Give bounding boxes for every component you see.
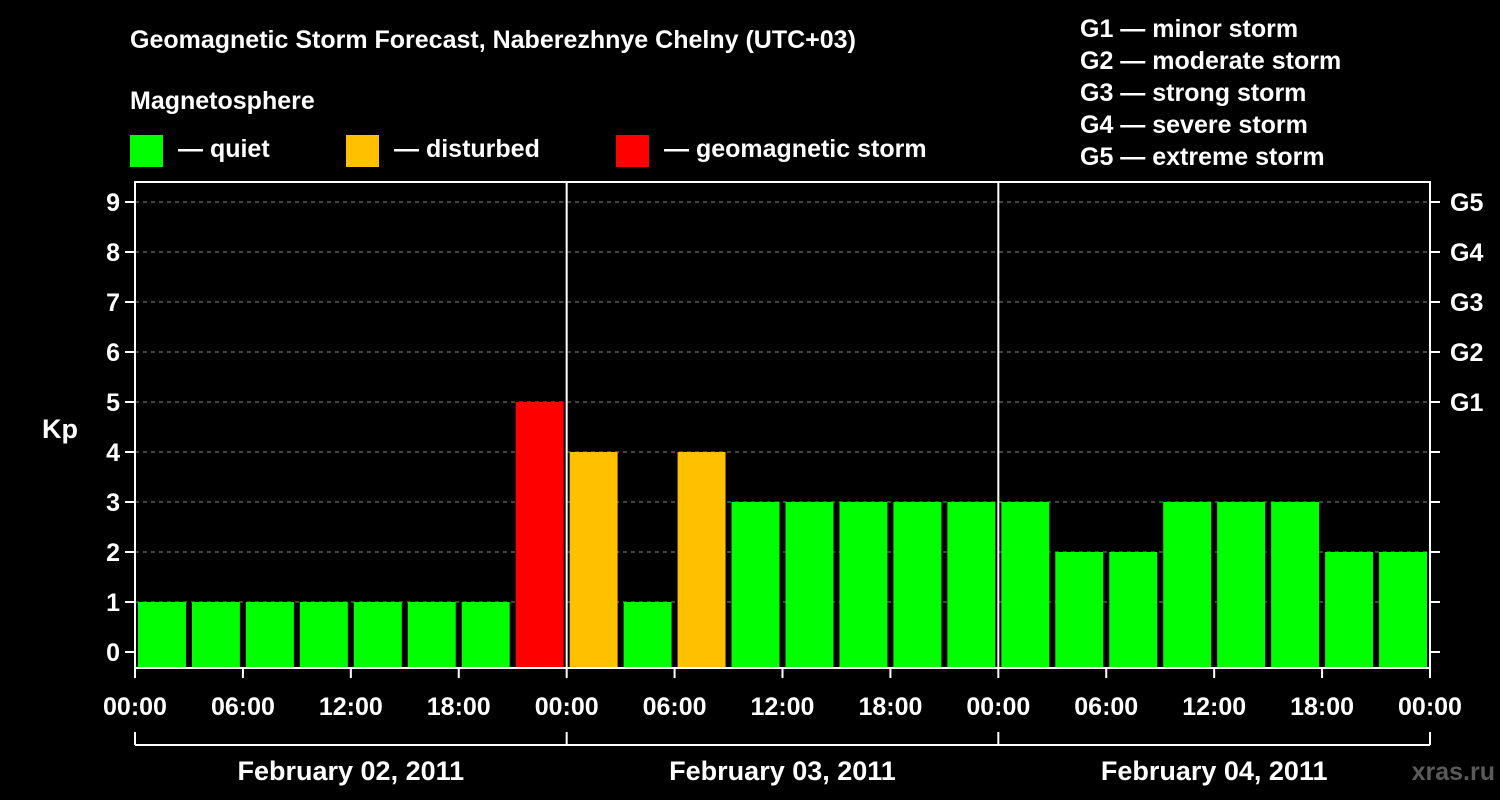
legend-heading: Magnetosphere bbox=[130, 87, 315, 115]
kp-bar bbox=[1001, 502, 1050, 668]
kp-bar bbox=[947, 502, 996, 668]
x-tick-label: 12:00 bbox=[751, 693, 815, 721]
y-tick-label: 9 bbox=[106, 189, 120, 217]
kp-bar bbox=[1379, 552, 1427, 668]
x-tick-label: 12:00 bbox=[1182, 693, 1246, 721]
x-tick-label: 00:00 bbox=[966, 693, 1030, 721]
kp-bar bbox=[191, 602, 240, 668]
kp-bar bbox=[893, 502, 942, 668]
kp-bar bbox=[1271, 502, 1320, 668]
scale-legend-g3: G3 — strong storm bbox=[1080, 79, 1306, 107]
kp-bar bbox=[1109, 552, 1158, 668]
kp-bar bbox=[515, 402, 564, 668]
x-tick-label: 06:00 bbox=[211, 693, 275, 721]
x-tick-label: 12:00 bbox=[319, 693, 383, 721]
watermark: xras.ru bbox=[1412, 758, 1495, 786]
kp-bar bbox=[731, 502, 780, 668]
g-scale-label: G4 bbox=[1450, 239, 1483, 267]
x-tick-label: 00:00 bbox=[103, 693, 167, 721]
kp-bar bbox=[1055, 552, 1104, 668]
x-tick-label: 06:00 bbox=[643, 693, 707, 721]
kp-bar bbox=[299, 602, 348, 668]
g-scale-label: G1 bbox=[1450, 389, 1483, 417]
y-tick-label: 5 bbox=[106, 389, 120, 417]
x-tick-label: 18:00 bbox=[1290, 693, 1354, 721]
legend-swatch-quiet bbox=[130, 135, 163, 167]
y-tick-label: 7 bbox=[106, 289, 120, 317]
day-label: February 02, 2011 bbox=[238, 756, 465, 786]
x-tick-label: 06:00 bbox=[1074, 693, 1138, 721]
kp-bar bbox=[407, 602, 456, 668]
kp-bar bbox=[1217, 502, 1266, 668]
g-scale-label: G3 bbox=[1450, 289, 1483, 317]
legend-swatch-disturbed bbox=[346, 135, 379, 167]
kp-bar bbox=[353, 602, 402, 668]
y-tick-label: 2 bbox=[106, 539, 120, 567]
kp-bar bbox=[1163, 502, 1212, 668]
day-label: February 03, 2011 bbox=[669, 756, 896, 786]
y-tick-label: 8 bbox=[106, 239, 120, 267]
kp-bar bbox=[569, 452, 618, 668]
y-tick-label: 6 bbox=[106, 339, 120, 367]
y-tick-label: 3 bbox=[106, 489, 120, 517]
kp-bar bbox=[138, 602, 186, 668]
legend-label-disturbed: — disturbed bbox=[394, 135, 540, 163]
day-label: February 04, 2011 bbox=[1101, 756, 1328, 786]
x-tick-label: 00:00 bbox=[535, 693, 599, 721]
scale-legend-g5: G5 — extreme storm bbox=[1080, 143, 1325, 171]
plot-area: 0 1 2 3 4 5 6 7 8 9 G1 G2 G3 G4 G5 00:00 06:00 12:00 18:00… bbox=[103, 181, 1483, 786]
kp-bar bbox=[677, 452, 726, 668]
x-tick-label: 18:00 bbox=[427, 693, 491, 721]
kp-bar bbox=[839, 502, 888, 668]
legend-label-quiet: — quiet bbox=[178, 135, 270, 163]
g-scale-label: G5 bbox=[1450, 189, 1483, 217]
kp-bar bbox=[461, 602, 510, 668]
kp-bar bbox=[623, 602, 672, 668]
g-scale-label: G2 bbox=[1450, 339, 1483, 367]
kp-bar bbox=[245, 602, 294, 668]
x-tick-label: 18:00 bbox=[858, 693, 922, 721]
x-tick-label: 00:00 bbox=[1398, 693, 1462, 721]
y-tick-label: 4 bbox=[106, 439, 120, 467]
scale-legend-g1: G1 — minor storm bbox=[1080, 15, 1298, 43]
legend-swatch-storm bbox=[616, 135, 649, 167]
kp-bar bbox=[1325, 552, 1374, 668]
y-tick-label: 0 bbox=[106, 639, 120, 667]
y-tick-label: 1 bbox=[106, 589, 120, 617]
kp-bar bbox=[785, 502, 834, 668]
legend-label-storm: — geomagnetic storm bbox=[664, 135, 927, 163]
scale-legend-g4: G4 — severe storm bbox=[1080, 111, 1308, 139]
y-axis-label: Kp bbox=[42, 414, 78, 444]
scale-legend-g2: G2 — moderate storm bbox=[1080, 47, 1341, 75]
chart-title: Geomagnetic Storm Forecast, Naberezhnye … bbox=[130, 26, 856, 54]
